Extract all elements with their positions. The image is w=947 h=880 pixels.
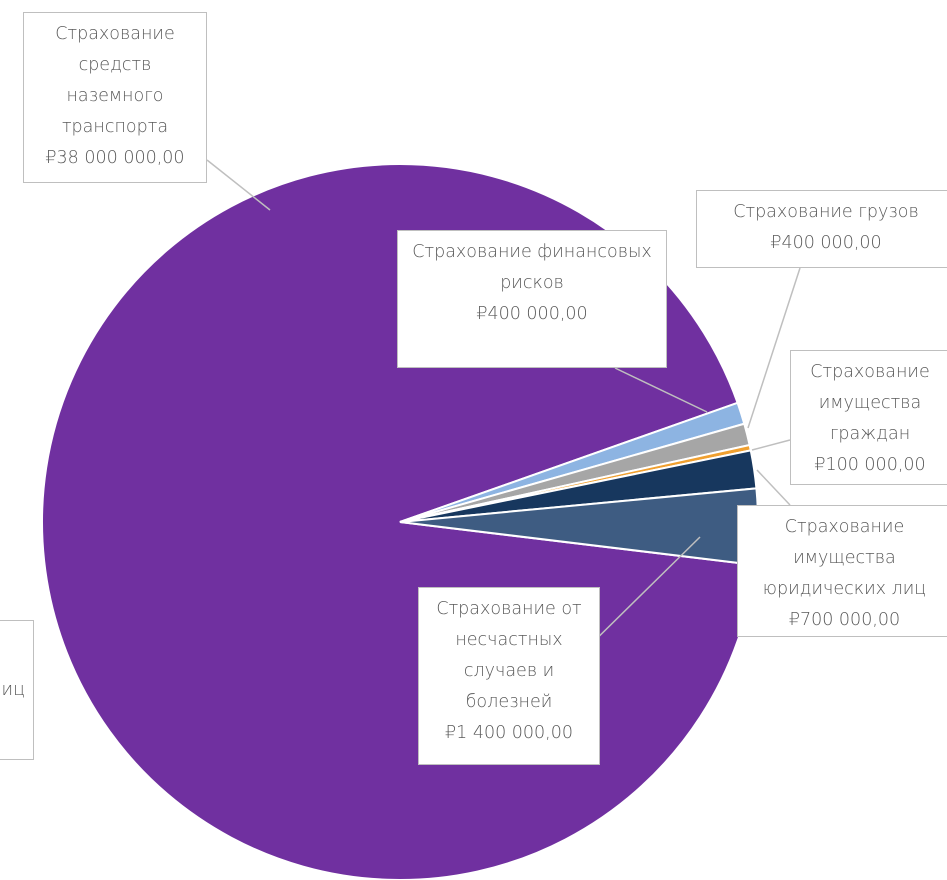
data-label: Страхование финансовых рисков ₽400 000,00 (397, 230, 667, 368)
label-value: ₽1 400 000,00 (444, 723, 574, 743)
leader-line (751, 439, 791, 451)
leader-line (206, 159, 271, 211)
label-value: ₽38 000 000,00 (45, 148, 185, 168)
label-name: Страхование средств наземного транспорта (55, 24, 175, 137)
data-label: Страхование имущества юридических лиц ₽70… (737, 505, 947, 637)
leader-line (614, 367, 708, 413)
annotation: иц (1, 680, 25, 700)
leader-line (747, 267, 801, 429)
label-name: Страхование грузов (733, 202, 919, 222)
cut-label-box: иц (0, 620, 34, 760)
label-value: ₽700 000,00 (788, 610, 901, 630)
label-value: ₽400 000,00 (476, 304, 588, 324)
data-label: Страхование средств наземного транспорта… (23, 12, 207, 183)
leader-line (756, 469, 791, 506)
data-label: Страхование грузов ₽400 000,00 (696, 190, 947, 268)
label-value: ₽400 000,00 (770, 233, 882, 253)
label-name: Страхование имущества юридических лиц (762, 517, 927, 599)
label-name: Страхование от несчастных случаев и боле… (436, 599, 582, 712)
label-name: Страхование финансовых рисков (412, 242, 652, 293)
data-label: Страхование имущества граждан ₽100 000,00 (790, 350, 947, 485)
data-label: Страхование от несчастных случаев и боле… (418, 587, 600, 765)
label-value: ₽100 000,00 (814, 455, 926, 475)
label-name: Страхование имущества граждан (810, 362, 930, 444)
